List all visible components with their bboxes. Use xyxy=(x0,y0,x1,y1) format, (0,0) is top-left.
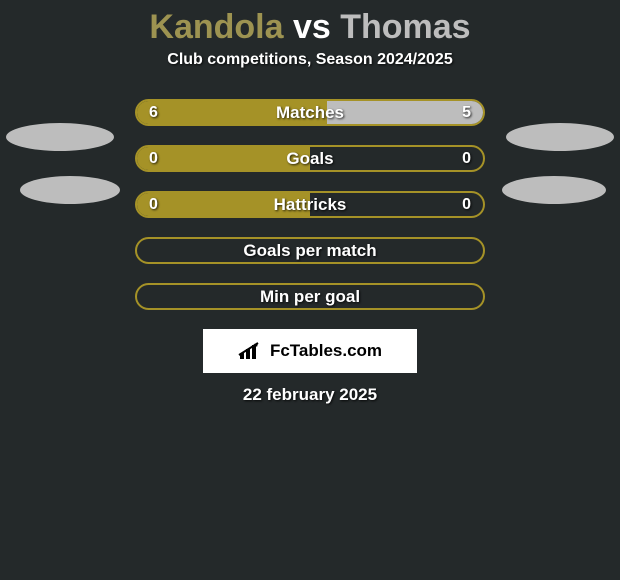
title-player-left: Kandola xyxy=(149,8,283,46)
comparison-card: Kandola vs Thomas Club competitions, Sea… xyxy=(0,0,620,580)
stat-bar: Hattricks00 xyxy=(135,191,485,218)
stat-value-right: 0 xyxy=(462,193,471,216)
stat-bar: Goals per match xyxy=(135,237,485,264)
page-title: Kandola vs Thomas xyxy=(0,8,620,47)
stat-row: Matches65 xyxy=(0,99,620,129)
stat-row: Min per goal xyxy=(0,283,620,313)
stat-label: Goals per match xyxy=(137,239,483,262)
stat-row: Goals00 xyxy=(0,145,620,175)
stat-value-right: 0 xyxy=(462,147,471,170)
stat-fill-right xyxy=(327,101,483,124)
subtitle: Club competitions, Season 2024/2025 xyxy=(0,51,620,69)
title-vs: vs xyxy=(284,8,341,46)
stat-fill-left xyxy=(137,193,310,216)
stat-row: Goals per match xyxy=(0,237,620,267)
stat-fill-left xyxy=(137,101,327,124)
title-player-right: Thomas xyxy=(340,8,470,46)
brand-text: FcTables.com xyxy=(270,341,382,361)
bar-chart-icon xyxy=(238,341,264,361)
stat-bar: Min per goal xyxy=(135,283,485,310)
decorative-ellipse xyxy=(502,176,606,204)
decorative-ellipse xyxy=(506,123,614,151)
stat-label: Min per goal xyxy=(137,285,483,308)
date-label: 22 february 2025 xyxy=(0,385,620,405)
stat-fill-left xyxy=(137,147,310,170)
decorative-ellipse xyxy=(6,123,114,151)
brand-badge: FcTables.com xyxy=(203,329,417,373)
stat-bar: Goals00 xyxy=(135,145,485,172)
decorative-ellipse xyxy=(20,176,120,204)
stat-bar: Matches65 xyxy=(135,99,485,126)
